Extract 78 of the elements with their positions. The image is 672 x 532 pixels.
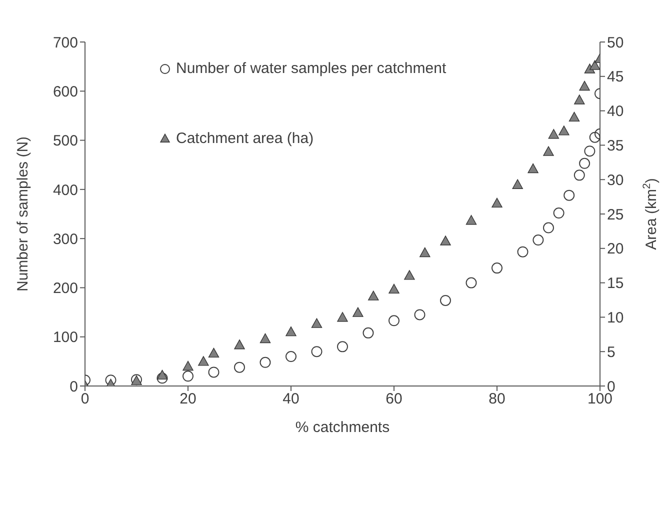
- point: [564, 190, 575, 201]
- y-tick-label: 400: [52, 182, 78, 199]
- point: [234, 340, 245, 350]
- point: [311, 318, 322, 328]
- y2-tick-label: 30: [607, 172, 624, 189]
- point: [182, 360, 194, 371]
- point: [362, 327, 374, 338]
- y2-tick-label: 20: [607, 240, 624, 258]
- y-axis-title: Number of samples (N): [14, 136, 32, 292]
- y2-tick-label: 45: [607, 68, 624, 86]
- point: [532, 234, 544, 246]
- y2-tick-label: 50: [607, 34, 624, 52]
- y-tick-label: 600: [52, 83, 78, 100]
- x-tick-label: 100: [587, 390, 613, 408]
- point: [574, 94, 585, 104]
- point: [198, 356, 209, 366]
- point: [182, 370, 194, 382]
- point: [517, 246, 528, 258]
- y2-tick-label: 35: [607, 138, 624, 155]
- point: [156, 370, 168, 380]
- x-axis-title: % catchments: [295, 419, 390, 436]
- y-tick-label: 0: [70, 378, 78, 396]
- point: [208, 366, 220, 378]
- point: [568, 112, 580, 122]
- point: [368, 290, 379, 300]
- point: [466, 215, 477, 225]
- point: [492, 262, 502, 274]
- point: [286, 351, 296, 362]
- x-tick-label: 60: [386, 390, 402, 408]
- y-tick-label: 300: [52, 230, 78, 248]
- y2-tick-label: 40: [607, 103, 624, 120]
- y2-tick-label: 10: [607, 310, 624, 327]
- y-tick-label: 100: [52, 329, 78, 346]
- point: [579, 80, 590, 91]
- y2-tick-label: 25: [607, 206, 624, 224]
- point: [584, 146, 596, 157]
- point: [414, 309, 426, 320]
- point: [574, 170, 585, 181]
- point: [558, 126, 570, 136]
- point: [388, 315, 400, 326]
- point: [311, 346, 322, 358]
- point: [420, 247, 430, 258]
- y2-tick-label: 5: [607, 344, 616, 361]
- point: [512, 179, 523, 189]
- y-tick-label: 700: [52, 34, 78, 52]
- x-tick-label: 80: [488, 390, 506, 408]
- point: [543, 146, 554, 156]
- x-tick-label: 0: [80, 390, 90, 408]
- y-tick-label: 500: [52, 132, 78, 150]
- point: [589, 132, 600, 143]
- point: [590, 60, 600, 70]
- point: [286, 326, 296, 336]
- point: [234, 362, 245, 373]
- x-tick-label: 20: [180, 390, 196, 408]
- point: [548, 129, 559, 139]
- point: [105, 374, 116, 386]
- legend-label: Catchment area (ha): [176, 130, 314, 146]
- y2-tick-label: 15: [607, 275, 624, 292]
- point: [260, 333, 271, 344]
- point: [492, 198, 502, 208]
- point: [528, 163, 538, 174]
- point: [440, 236, 451, 246]
- point: [388, 284, 400, 294]
- point: [404, 270, 415, 280]
- point: [579, 158, 590, 169]
- point: [466, 277, 477, 288]
- x-tick-label: 40: [282, 390, 300, 408]
- point: [260, 356, 271, 368]
- point: [553, 208, 564, 219]
- point: [352, 307, 364, 317]
- point: [337, 341, 348, 352]
- point: [208, 348, 220, 358]
- legend-label: Number of water samples per catchment: [176, 60, 446, 76]
- point: [440, 294, 451, 306]
- point: [337, 312, 348, 322]
- y-tick-label: 200: [52, 280, 78, 298]
- point: [543, 222, 554, 234]
- point: [156, 372, 168, 384]
